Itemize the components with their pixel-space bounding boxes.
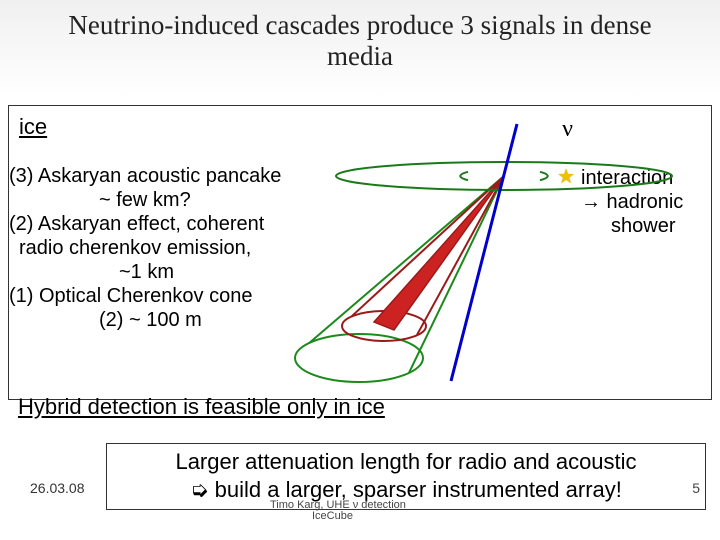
diagram-box: ice ν (3) Askaryan acoustic pancake ~ fe… [8,105,712,400]
interaction-text: interaction → hadronic shower [581,166,709,238]
footer-text: Timo Karg, UHE ν detection IceCube [270,500,406,522]
signal-2c: ~1 km [9,260,339,284]
interaction-l2: → hadronic [581,191,683,213]
signal-1a: (1) Optical Cherenkov cone [9,284,339,308]
signal-2a: (2) Askaryan effect, coherent [9,212,339,236]
bottom-l2: ➭ build a larger, sparser instrumented a… [190,477,622,502]
signal-3a: (3) Askaryan acoustic pancake [9,164,339,188]
page-number: 5 [692,480,700,496]
signal-1b: (2) ~ 100 m [9,308,339,332]
signal-2b: radio cherenkov emission, [9,236,339,260]
signals-text: (3) Askaryan acoustic pancake ~ few km? … [9,164,339,332]
nu-label: ν [562,116,573,143]
star-icon: ★ [557,164,575,189]
interaction-l3: shower [581,215,675,237]
hybrid-text: Hybrid detection is feasible only in ice [18,394,385,420]
footer-l2: IceCube [270,511,406,522]
bottom-l1: Larger attenuation length for radio and … [175,449,636,474]
bottom-box: Larger attenuation length for radio and … [106,443,706,510]
slide-title: Neutrino-induced cascades produce 3 sign… [60,10,660,72]
ice-label: ice [19,114,47,140]
date-text: 26.03.08 [30,480,85,496]
signal-3b: ~ few km? [9,188,339,212]
interaction-l1: interaction [581,167,673,189]
